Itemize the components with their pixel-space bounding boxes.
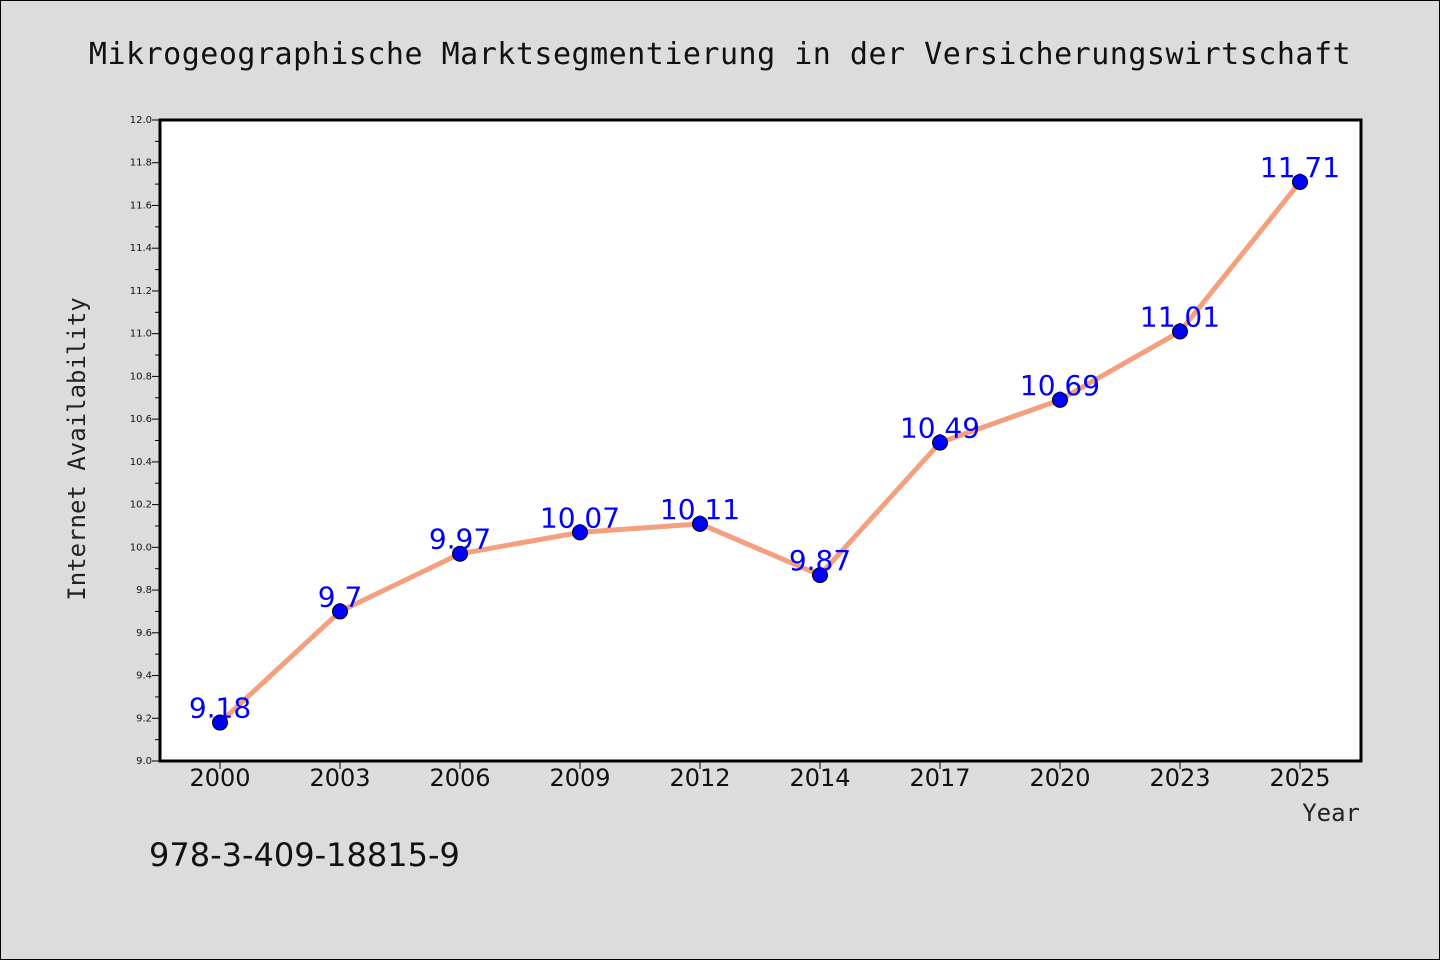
data-label-group: 9.18 9.7 9.97 10.07 10.11 9.87 10.49 10.69 11.01… [189,151,1340,725]
chart-title: Mikrogeographische Marktsegmentierung in… [89,37,1351,72]
x-tick-label: 2020 [1029,764,1090,792]
y-tick-label: 9.6 [136,628,152,639]
y-tick-label: 10.6 [130,414,152,425]
x-tick-label: 2017 [909,764,970,792]
data-label: 10.49 [900,412,980,445]
series-group [217,179,1303,726]
data-point [332,603,348,620]
y-tick-label: 9.2 [136,713,152,724]
data-point [212,714,228,731]
y-tick-label: 11.2 [130,286,152,297]
y-tick-label: 9.0 [136,756,152,767]
data-point [572,524,588,541]
data-label: 9.97 [429,523,491,556]
y-axis-label: Internet Availability [63,297,91,600]
data-point [932,434,948,451]
data-label: 9.7 [318,580,363,613]
data-point [452,545,468,562]
y-tick-label: 11.4 [130,243,152,254]
data-label: 9.18 [189,692,251,725]
x-tick-label: 2006 [429,764,490,792]
data-point [812,567,828,584]
x-axis-label: Year [1302,799,1360,827]
data-label: 10.07 [540,501,620,534]
data-point [1052,391,1068,408]
y-tick-label: 11.8 [130,158,152,169]
data-point [1172,323,1188,340]
y-tick-label: 10.8 [130,371,152,382]
x-tick-label: 2025 [1269,764,1330,792]
x-tick-label: 2014 [789,764,850,792]
marker-group [212,173,1308,731]
y-tick-label: 11.0 [130,329,152,340]
y-tick-label: 12.0 [130,115,152,126]
series-line [217,179,1303,726]
footer-text: 978-3-409-18815-9 [149,836,460,874]
x-tick-label: 2012 [669,764,730,792]
plot-area [158,118,1363,763]
data-label: 11.71 [1260,151,1340,184]
x-tick-label: 2000 [189,764,250,792]
x-tick-label: 2023 [1149,764,1210,792]
data-label: 11.01 [1140,301,1220,334]
x-axis: 2000 2003 2006 2009 2012 2014 2017 2020 2023 2025 [189,761,1331,792]
data-point [1292,173,1308,190]
data-point [692,515,708,532]
y-tick-label: 10.2 [130,500,152,511]
y-tick-label: 9.4 [136,671,152,682]
y-tick-label: 10.4 [130,457,152,468]
y-tick-label: 11.6 [130,200,152,211]
data-label: 9.87 [789,544,851,577]
y-tick-label: 9.8 [136,585,152,596]
data-label: 10.11 [660,493,740,526]
y-axis: 9.0 9.2 9.4 9.6 9.8 10.0 10.2 10.4 10.6 10.8 11.0 1… [130,115,160,767]
data-label: 10.69 [1020,369,1100,402]
y-tick-label: 10.0 [130,542,152,553]
x-tick-label: 2009 [549,764,610,792]
x-tick-label: 2003 [309,764,370,792]
